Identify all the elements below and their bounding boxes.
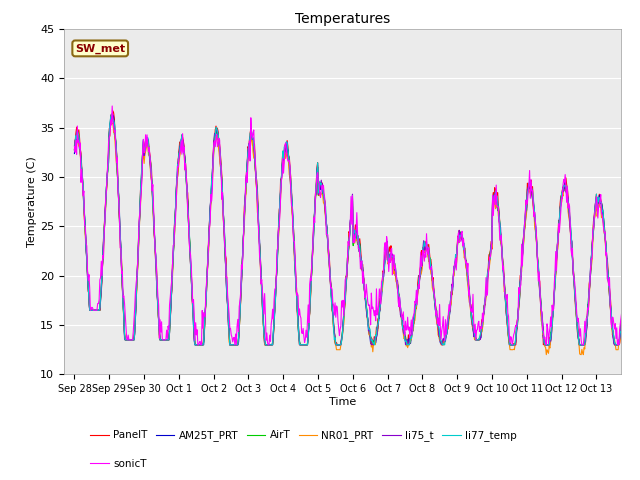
li75_t [70, 147, 78, 153]
AirT [70, 147, 78, 153]
li77_temp [289, 202, 296, 208]
sonicT [443, 322, 451, 327]
li77_temp [412, 303, 419, 309]
AirT [240, 230, 248, 236]
PanelT [109, 108, 116, 114]
AirT [137, 191, 145, 197]
Legend: sonicT: sonicT [86, 455, 150, 473]
li75_t [443, 332, 451, 337]
li77_temp [443, 331, 451, 337]
PanelT [192, 342, 200, 348]
AM25T_PRT [268, 342, 275, 348]
AirT [627, 207, 635, 213]
Line: AM25T_PRT: AM25T_PRT [74, 116, 631, 345]
PanelT [70, 142, 78, 148]
PanelT [240, 231, 248, 237]
li75_t [109, 112, 116, 118]
sonicT [194, 342, 202, 348]
NR01_PRT [137, 203, 145, 208]
sonicT [137, 199, 145, 204]
AirT [289, 208, 296, 214]
PanelT [412, 304, 419, 310]
AM25T_PRT [289, 207, 296, 213]
Line: li77_temp: li77_temp [74, 114, 631, 345]
li77_temp [70, 148, 78, 154]
AirT [109, 115, 116, 120]
AM25T_PRT [627, 213, 635, 218]
li75_t [137, 195, 145, 201]
AirT [443, 327, 451, 333]
NR01_PRT [442, 333, 450, 338]
Line: AirT: AirT [74, 118, 631, 345]
li77_temp [191, 342, 199, 348]
li75_t [191, 342, 199, 348]
Title: Temperatures: Temperatures [295, 12, 390, 26]
NR01_PRT [108, 120, 115, 125]
li75_t [240, 228, 248, 234]
PanelT [289, 205, 296, 211]
Line: li75_t: li75_t [74, 115, 631, 345]
Text: SW_met: SW_met [75, 43, 125, 54]
PanelT [137, 187, 145, 193]
sonicT [412, 300, 419, 306]
AM25T_PRT [412, 304, 419, 310]
NR01_PRT [267, 342, 275, 348]
X-axis label: Time: Time [329, 397, 356, 407]
NR01_PRT [543, 352, 550, 358]
li75_t [627, 208, 635, 214]
sonicT [70, 144, 78, 149]
li77_temp [137, 189, 145, 195]
li77_temp [268, 342, 275, 348]
AM25T_PRT [240, 230, 248, 236]
sonicT [289, 204, 296, 210]
sonicT [627, 203, 635, 208]
NR01_PRT [411, 317, 419, 323]
AM25T_PRT [109, 113, 116, 119]
Line: sonicT: sonicT [74, 106, 631, 345]
NR01_PRT [287, 200, 295, 206]
li75_t [289, 201, 296, 207]
PanelT [268, 342, 275, 348]
AM25T_PRT [137, 193, 145, 199]
Line: NR01_PRT: NR01_PRT [74, 122, 631, 355]
NR01_PRT [239, 247, 246, 253]
sonicT [240, 231, 248, 237]
Y-axis label: Temperature (C): Temperature (C) [28, 156, 37, 247]
Line: PanelT: PanelT [74, 111, 631, 345]
li77_temp [240, 230, 248, 236]
AirT [412, 304, 419, 310]
NR01_PRT [70, 147, 78, 153]
PanelT [627, 197, 635, 203]
li77_temp [108, 111, 115, 117]
AM25T_PRT [191, 342, 199, 348]
AirT [268, 342, 275, 348]
sonicT [108, 103, 116, 109]
AM25T_PRT [443, 329, 451, 335]
li77_temp [627, 205, 635, 211]
AM25T_PRT [70, 151, 78, 156]
li75_t [412, 302, 419, 308]
PanelT [443, 330, 451, 336]
li75_t [268, 342, 275, 348]
AirT [192, 342, 200, 348]
NR01_PRT [627, 207, 635, 213]
sonicT [268, 321, 275, 327]
